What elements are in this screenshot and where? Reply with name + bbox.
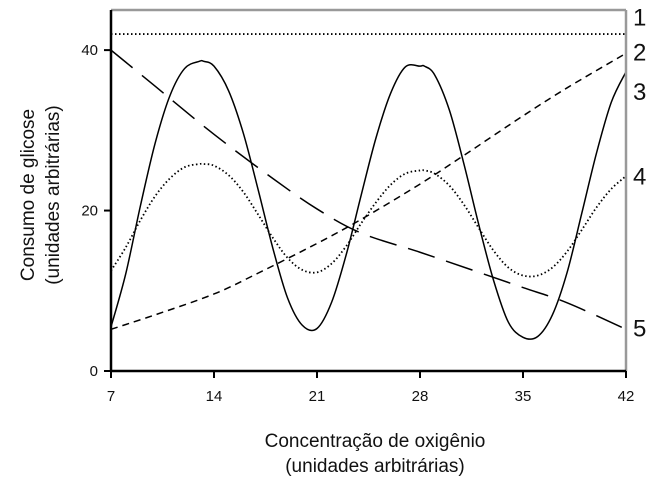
series-layer xyxy=(110,33,627,340)
y-axis-title-line1: Consumo de glicose xyxy=(18,109,39,281)
x-axis-title-line2: (unidades arbitrárias) xyxy=(285,456,465,477)
curve-label-1: 1 xyxy=(633,4,646,31)
x-tick-label-21: 21 xyxy=(309,388,326,405)
y-tick-label-40: 40 xyxy=(81,42,98,59)
series-line-4 xyxy=(110,162,627,278)
y-axis-title-line2: (unidades arbitrárias) xyxy=(43,105,64,285)
x-tick-label-42: 42 xyxy=(618,388,635,405)
y-tick-label-20: 20 xyxy=(81,203,98,220)
curve-label-4: 4 xyxy=(633,163,646,190)
x-tick-label-28: 28 xyxy=(412,388,429,405)
curve-label-3: 3 xyxy=(633,79,646,106)
curve-labels: 1 2 3 4 5 xyxy=(633,4,646,342)
series-line-3 xyxy=(110,59,627,340)
series-line-2 xyxy=(110,49,627,330)
y-tick-label-0: 0 xyxy=(90,363,98,380)
x-tick-label-14: 14 xyxy=(206,388,223,405)
curve-label-2: 2 xyxy=(633,40,646,67)
x-tick-label-7: 7 xyxy=(107,388,115,405)
y-tick-labels: 0 20 40 xyxy=(81,42,98,380)
curve-label-5: 5 xyxy=(633,316,646,343)
y-ticks xyxy=(104,49,111,372)
x-ticks xyxy=(110,371,627,378)
x-tick-labels: 7 14 21 28 35 42 xyxy=(107,388,635,405)
series-line-5 xyxy=(110,52,627,330)
x-tick-label-35: 35 xyxy=(515,388,532,405)
x-axis-title-line1: Concentração de oxigênio xyxy=(265,431,486,452)
